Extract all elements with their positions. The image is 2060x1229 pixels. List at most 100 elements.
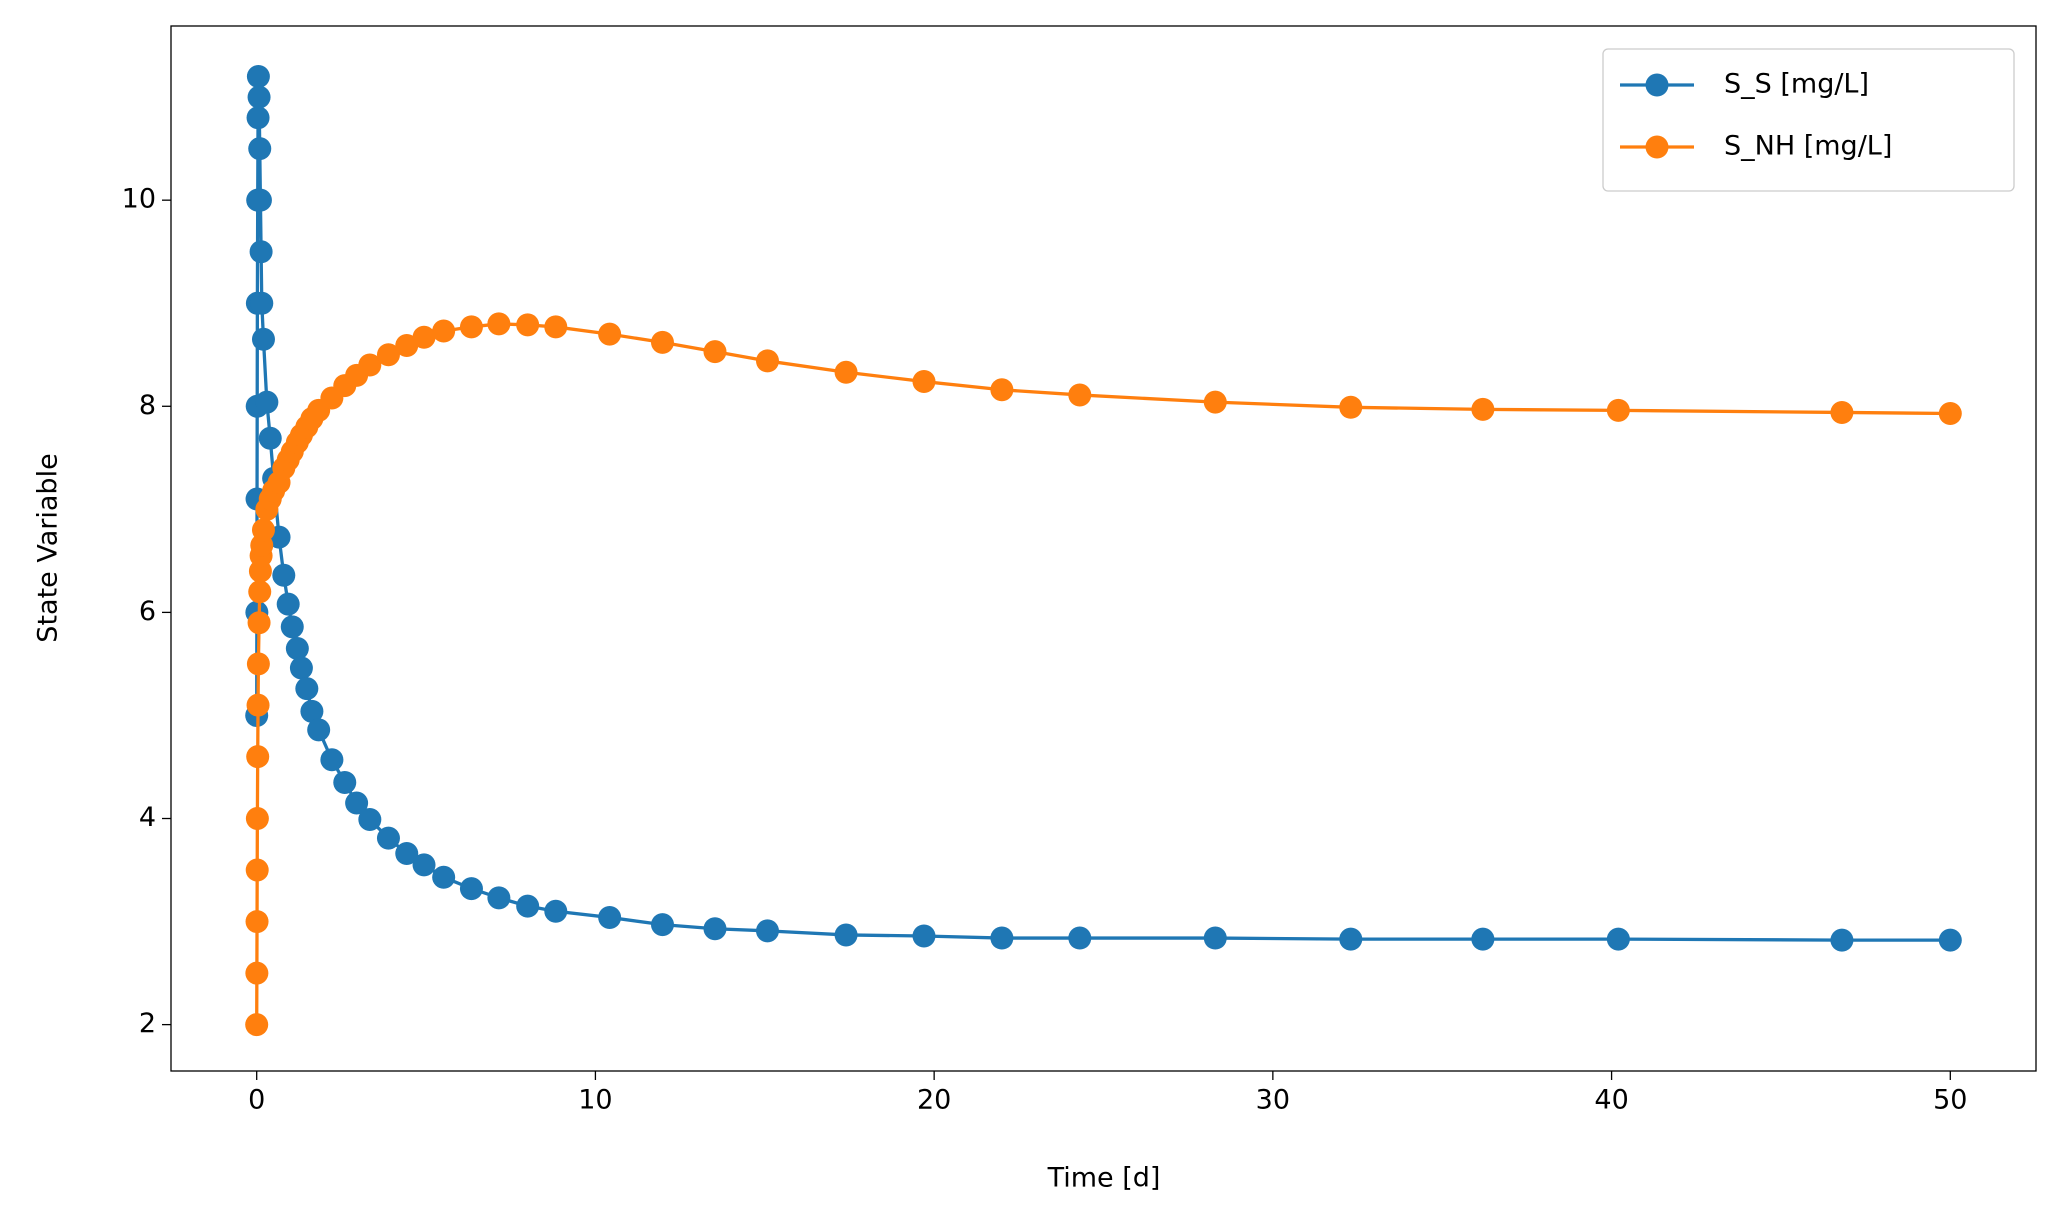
marker: [251, 518, 275, 542]
marker: [245, 858, 269, 882]
legend-label: S_NH [mg/L]: [1724, 131, 1892, 162]
marker: [251, 327, 275, 351]
marker: [255, 390, 279, 414]
marker: [250, 291, 274, 315]
marker: [544, 899, 568, 923]
series: [245, 312, 1962, 1037]
legend-box: [1602, 48, 2015, 192]
marker: [703, 917, 727, 941]
plot-frame: [170, 25, 2037, 1072]
marker: [755, 919, 779, 943]
marker: [990, 926, 1014, 950]
marker: [650, 913, 674, 937]
marker: [1339, 395, 1363, 419]
legend-marker: [1645, 135, 1669, 159]
marker: [246, 745, 270, 769]
marker: [1068, 926, 1092, 950]
marker: [246, 64, 270, 88]
marker: [1471, 927, 1495, 951]
marker: [516, 894, 540, 918]
y-tick-label: 6: [139, 596, 156, 627]
legend-label: S_S [mg/L]: [1724, 69, 1869, 100]
x-tick-label: 20: [917, 1085, 951, 1116]
marker: [459, 315, 483, 339]
marker: [345, 791, 369, 815]
marker: [755, 349, 779, 373]
legend-marker: [1645, 73, 1669, 97]
marker: [544, 315, 568, 339]
x-tick-label: 50: [1933, 1085, 1967, 1116]
marker: [598, 322, 622, 346]
marker: [990, 378, 1014, 402]
series: [245, 64, 1962, 952]
marker: [280, 615, 304, 639]
marker: [376, 826, 400, 850]
marker: [245, 807, 269, 831]
marker: [487, 312, 511, 336]
marker: [358, 353, 382, 377]
marker: [834, 360, 858, 384]
marker: [245, 961, 269, 985]
marker: [272, 563, 296, 587]
marker: [245, 910, 269, 934]
marker: [912, 370, 936, 394]
marker: [248, 188, 272, 212]
marker: [247, 85, 271, 109]
marker: [245, 1013, 269, 1037]
marker: [912, 924, 936, 948]
marker: [285, 636, 309, 660]
marker: [1339, 927, 1363, 951]
marker: [295, 677, 319, 701]
marker: [1203, 390, 1227, 414]
x-tick-label: 10: [578, 1085, 612, 1116]
marker: [249, 240, 273, 264]
y-tick-label: 2: [139, 1008, 156, 1039]
marker: [258, 426, 282, 450]
marker: [598, 905, 622, 929]
marker: [412, 325, 436, 349]
marker: [395, 333, 419, 357]
y-tick-label: 4: [139, 802, 156, 833]
x-tick-label: 40: [1594, 1085, 1628, 1116]
marker: [276, 592, 300, 616]
marker: [1938, 928, 1962, 952]
marker: [307, 718, 331, 742]
marker: [432, 865, 456, 889]
marker: [395, 842, 419, 866]
marker: [300, 699, 324, 723]
line: [255, 76, 1951, 942]
marker: [248, 580, 272, 604]
marker: [246, 106, 270, 130]
marker: [247, 611, 271, 635]
y-tick-label: 8: [139, 390, 156, 421]
marker: [1830, 928, 1854, 952]
marker: [1606, 398, 1630, 422]
marker: [459, 877, 483, 901]
marker: [487, 886, 511, 910]
marker: [246, 693, 270, 717]
y-tick-label: 10: [122, 184, 156, 215]
y-axis-label: State Variable: [33, 453, 64, 642]
marker: [248, 137, 272, 161]
x-tick-label: 30: [1256, 1085, 1290, 1116]
line: [255, 322, 1951, 1025]
x-tick-label: 0: [248, 1085, 265, 1116]
marker: [834, 923, 858, 947]
x-axis-label: Time [d]: [1047, 1163, 1161, 1194]
marker: [1830, 400, 1854, 424]
marker: [1068, 383, 1092, 407]
marker: [703, 340, 727, 364]
marker: [1938, 401, 1962, 425]
marker: [432, 319, 456, 343]
marker: [412, 853, 436, 877]
marker: [358, 808, 382, 832]
marker: [516, 313, 540, 337]
marker: [246, 652, 270, 676]
marker: [650, 330, 674, 354]
marker: [376, 343, 400, 367]
marker: [1471, 397, 1495, 421]
marker: [1606, 927, 1630, 951]
marker: [320, 748, 344, 772]
marker: [289, 656, 313, 680]
